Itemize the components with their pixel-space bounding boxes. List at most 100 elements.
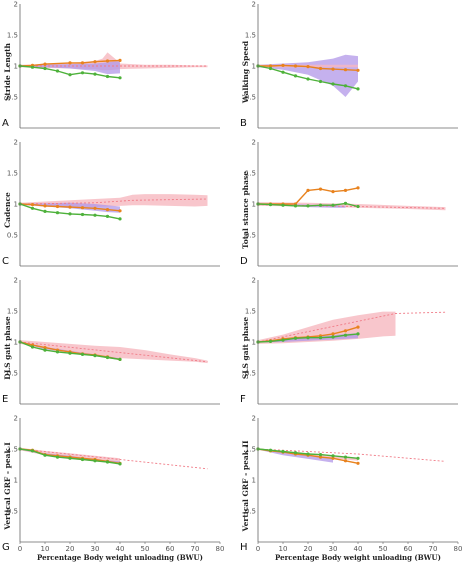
orange-data-point — [268, 64, 273, 68]
orange-data-point — [306, 188, 310, 192]
green-data-point — [80, 212, 85, 217]
green-data-point — [43, 453, 47, 457]
orange-data-point — [43, 346, 47, 350]
y-tick-label: 1.5 — [245, 446, 256, 454]
green-data-point — [331, 82, 335, 86]
orange-data-point — [356, 68, 360, 72]
x-tick-label: 60 — [166, 545, 175, 553]
panel-label: F — [240, 394, 246, 405]
orange-data-point — [318, 187, 323, 191]
green-data-point — [118, 462, 122, 466]
green-data-point — [293, 451, 298, 455]
panel-label: A — [2, 118, 9, 129]
green-data-point — [30, 206, 35, 210]
green-data-point — [343, 333, 348, 337]
y-tick-label: 2 — [252, 277, 256, 285]
x-tick-label: 30 — [329, 545, 338, 553]
y-tick-label: 2 — [252, 415, 256, 423]
orange-data-point — [343, 68, 348, 72]
y-axis-label: Cadence — [3, 192, 12, 228]
green-data-point — [281, 70, 285, 74]
panel-label: B — [240, 118, 247, 129]
y-tick-label: 2 — [14, 1, 18, 9]
x-tick-label: 0 — [18, 545, 22, 553]
green-data-point — [268, 203, 273, 207]
orange-data-point — [318, 66, 323, 71]
purple-band — [258, 54, 358, 97]
green-data-point — [118, 76, 122, 80]
green-data-point — [43, 209, 47, 213]
green-data-point — [93, 72, 97, 76]
green-data-point — [356, 204, 360, 209]
orange-data-point — [80, 206, 85, 210]
panel-c: 0.5 1 1.5 2 Cadence C — [2, 139, 220, 267]
green-data-point — [68, 212, 72, 216]
panel-label: G — [2, 542, 10, 553]
green-data-point — [105, 74, 110, 79]
green-data-point — [55, 350, 60, 354]
y-tick-label: 2 — [252, 1, 256, 9]
orange-data-point — [318, 455, 323, 459]
x-tick-label: 20 — [304, 545, 313, 553]
green-data-point — [118, 357, 122, 361]
y-tick-label: 1 — [252, 201, 256, 209]
panel-f: 0.5 1 1.5 2 SLS gait phase F — [240, 277, 458, 405]
orange-data-point — [331, 332, 335, 336]
orange-data-point — [93, 60, 97, 64]
x-tick-label: 10 — [41, 545, 50, 553]
orange-data-point — [331, 456, 335, 460]
x-tick-label: 60 — [404, 545, 413, 553]
y-tick-label: 1 — [14, 339, 18, 347]
x-tick-label: 70 — [191, 545, 200, 553]
green-data-point — [268, 66, 273, 71]
y-axis-label: Total stance phase — [241, 171, 250, 249]
green-data-point — [268, 448, 273, 452]
green-data-point — [80, 457, 85, 462]
orange-data-point — [331, 67, 335, 71]
orange-data-point — [43, 204, 47, 208]
y-tick-label: 1.5 — [7, 32, 18, 40]
x-axis-label: Percentage Body weight unloading (BWU) — [37, 553, 203, 562]
y-tick-label: 1.5 — [245, 170, 256, 178]
y-tick-label: 1.5 — [7, 170, 18, 178]
orange-data-point — [105, 59, 110, 63]
green-data-point — [80, 352, 85, 356]
green-data-point — [68, 456, 72, 460]
orange-data-point — [343, 459, 348, 463]
y-tick-label: 1.5 — [7, 446, 18, 454]
green-data-point — [318, 203, 323, 207]
dashed-trend-line — [19, 448, 208, 470]
y-tick-label: 0.5 — [7, 508, 18, 516]
y-tick-label: 1.5 — [245, 32, 256, 40]
green-data-point — [318, 79, 323, 84]
x-tick-label: 40 — [116, 545, 125, 553]
orange-data-point — [293, 64, 298, 68]
green-data-point — [331, 454, 335, 458]
green-data-point — [356, 332, 360, 336]
green-data-point — [105, 460, 110, 464]
green-data-point — [30, 345, 35, 349]
y-axis-label: Vertical GRF - peak I — [3, 442, 12, 531]
y-tick-label: 1 — [14, 201, 18, 209]
panel-label: H — [240, 542, 248, 553]
orange-data-point — [55, 204, 60, 209]
green-data-point — [306, 452, 310, 456]
panel-b: 0.5 1 1.5 2 Walking Speed B — [240, 1, 458, 129]
green-data-point — [68, 351, 72, 355]
y-tick-label: 1.5 — [7, 308, 18, 316]
y-tick-label: 2 — [14, 277, 18, 285]
y-tick-label: 1.5 — [245, 308, 256, 316]
panel-d: 0.5 1 1.5 2 Total stance phase D — [240, 139, 458, 267]
x-tick-label: 30 — [91, 545, 100, 553]
orange-data-point — [281, 63, 285, 67]
orange-data-point — [331, 190, 335, 194]
green-data-point — [43, 348, 47, 352]
x-axis-label: Percentage Body weight unloading (BWU) — [275, 553, 441, 562]
orange-data-point — [118, 209, 122, 213]
pink-band — [20, 340, 208, 364]
dashed-trend-line — [257, 448, 446, 462]
x-tick-label: 80 — [454, 545, 463, 553]
